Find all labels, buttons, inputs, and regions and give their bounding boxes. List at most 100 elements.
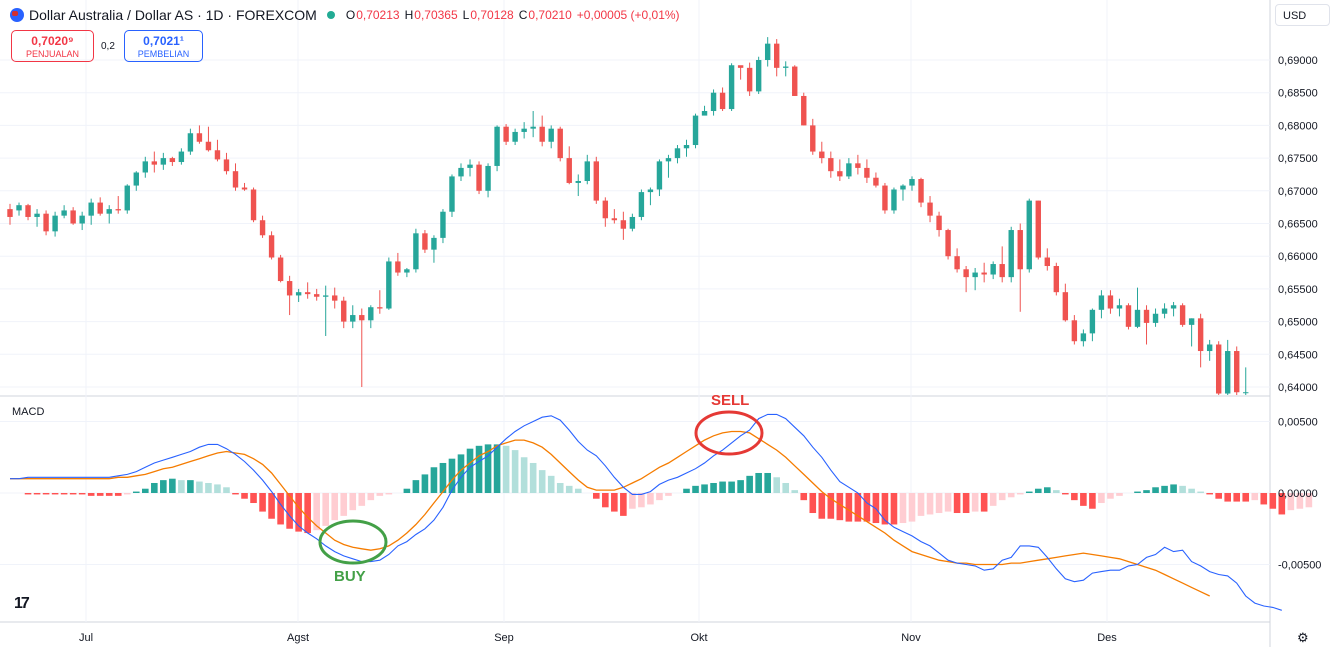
low-value: 0,70128 bbox=[470, 8, 514, 22]
histogram-bar bbox=[1016, 493, 1024, 495]
histogram-bar bbox=[854, 493, 862, 522]
histogram-bar bbox=[701, 484, 708, 493]
candle-body bbox=[638, 192, 645, 217]
histogram-bar bbox=[556, 482, 564, 493]
histogram-bar bbox=[304, 493, 311, 534]
grid bbox=[0, 0, 1271, 647]
symbol-title[interactable]: Dollar Australia / Dollar AS · 1D · FORE… bbox=[29, 7, 317, 23]
candle-body bbox=[43, 213, 49, 232]
candle-body bbox=[1197, 318, 1204, 352]
histogram-bar bbox=[656, 493, 663, 501]
candle-body bbox=[115, 209, 121, 211]
histogram-bar bbox=[917, 493, 925, 516]
histogram-bar bbox=[593, 493, 600, 499]
candle-body bbox=[864, 167, 870, 178]
macd-indicator-label[interactable]: MACD bbox=[12, 406, 45, 418]
histogram-bar bbox=[1053, 490, 1060, 493]
candle-body bbox=[728, 65, 735, 110]
histogram-bar bbox=[989, 493, 997, 506]
histogram-bar bbox=[611, 493, 618, 512]
histogram-bar bbox=[232, 493, 239, 495]
candle-body bbox=[746, 67, 753, 92]
sell-button[interactable]: 0,7020⁹ PENJUALAN bbox=[11, 30, 94, 62]
candle-body bbox=[647, 189, 654, 193]
candle-body bbox=[295, 292, 302, 296]
histogram-bar bbox=[24, 493, 32, 495]
low-label: L bbox=[462, 8, 470, 22]
histogram-bar bbox=[178, 480, 185, 493]
candle-body bbox=[232, 171, 239, 188]
histogram-bar bbox=[1134, 491, 1141, 493]
candle-body bbox=[792, 66, 798, 96]
histogram-bar bbox=[1242, 493, 1250, 502]
histogram-bar bbox=[205, 482, 212, 493]
currency-select[interactable]: USD bbox=[1275, 4, 1330, 26]
histogram-bar bbox=[529, 462, 537, 493]
histogram-bar bbox=[1107, 493, 1114, 499]
histogram-bar bbox=[439, 462, 447, 493]
open-label: O bbox=[345, 8, 356, 22]
axes: 0,69000 0,68500 0,68000 0,67500 0,67000 0,665… bbox=[79, 55, 1321, 644]
candle-body bbox=[205, 141, 212, 151]
candle-body bbox=[584, 161, 590, 181]
candle-body bbox=[449, 176, 455, 212]
candle-body bbox=[656, 161, 663, 190]
histogram-bar bbox=[620, 493, 627, 516]
candle-body bbox=[755, 60, 762, 92]
histogram-bar bbox=[96, 493, 104, 496]
candle-body bbox=[187, 133, 194, 152]
histogram-bar bbox=[502, 445, 510, 493]
candle-body bbox=[1089, 309, 1096, 334]
candle-body bbox=[52, 215, 58, 232]
histogram-bar bbox=[250, 493, 257, 504]
histogram-bar bbox=[322, 493, 329, 526]
histogram-bar bbox=[340, 493, 348, 516]
histogram-bar bbox=[475, 445, 483, 493]
candle-body bbox=[458, 167, 464, 177]
spread-value: 0,2 bbox=[101, 41, 115, 52]
histogram-bar bbox=[538, 470, 546, 493]
candle-body bbox=[377, 307, 383, 309]
open-value: 0,70213 bbox=[356, 8, 400, 22]
candle-body bbox=[341, 300, 347, 322]
histogram-bar bbox=[1034, 488, 1042, 493]
candle-body bbox=[963, 269, 969, 278]
histogram-bar bbox=[755, 472, 762, 493]
histogram-bar bbox=[277, 493, 284, 525]
macd-tick-label: 0,00000 bbox=[1278, 488, 1318, 500]
candle-body bbox=[1225, 351, 1231, 394]
buy-annotation: BUY bbox=[334, 568, 366, 585]
candle-body bbox=[1134, 309, 1141, 327]
tradingview-logo-icon[interactable]: 17 bbox=[14, 595, 30, 612]
histogram-bar bbox=[665, 493, 672, 496]
candle-body bbox=[855, 163, 861, 168]
histogram-bar bbox=[980, 493, 988, 512]
candle-body bbox=[512, 131, 518, 142]
candle-body bbox=[764, 43, 771, 60]
macd-line bbox=[10, 413, 1282, 611]
candle-body bbox=[1071, 320, 1078, 342]
gear-icon[interactable]: ⚙ bbox=[1297, 630, 1309, 645]
histogram-bar bbox=[728, 481, 735, 493]
histogram-bar bbox=[1143, 490, 1150, 493]
histogram-bar bbox=[1269, 493, 1277, 509]
candle-body bbox=[882, 185, 888, 211]
candle-body bbox=[277, 257, 284, 282]
candle-body bbox=[999, 264, 1005, 278]
histogram-bar bbox=[214, 484, 221, 493]
time-tick-label: Sep bbox=[494, 632, 514, 644]
candle-body bbox=[467, 164, 473, 168]
time-tick-label: Jul bbox=[79, 632, 93, 644]
candle-body bbox=[286, 281, 293, 296]
histogram-bar bbox=[1007, 493, 1015, 498]
histogram-bar bbox=[547, 475, 555, 493]
histogram-bar bbox=[385, 493, 393, 495]
candle-body bbox=[1206, 344, 1213, 352]
annotations: SELL BUY bbox=[318, 392, 764, 585]
symbol-header: Dollar Australia / Dollar AS · 1D · FORE… bbox=[10, 5, 680, 25]
sell-label: PENJUALAN bbox=[25, 49, 79, 59]
time-tick-label: Agst bbox=[287, 632, 309, 644]
buy-button[interactable]: 0,7021¹ PEMBELIAN bbox=[124, 30, 203, 62]
candle-body bbox=[359, 315, 365, 321]
